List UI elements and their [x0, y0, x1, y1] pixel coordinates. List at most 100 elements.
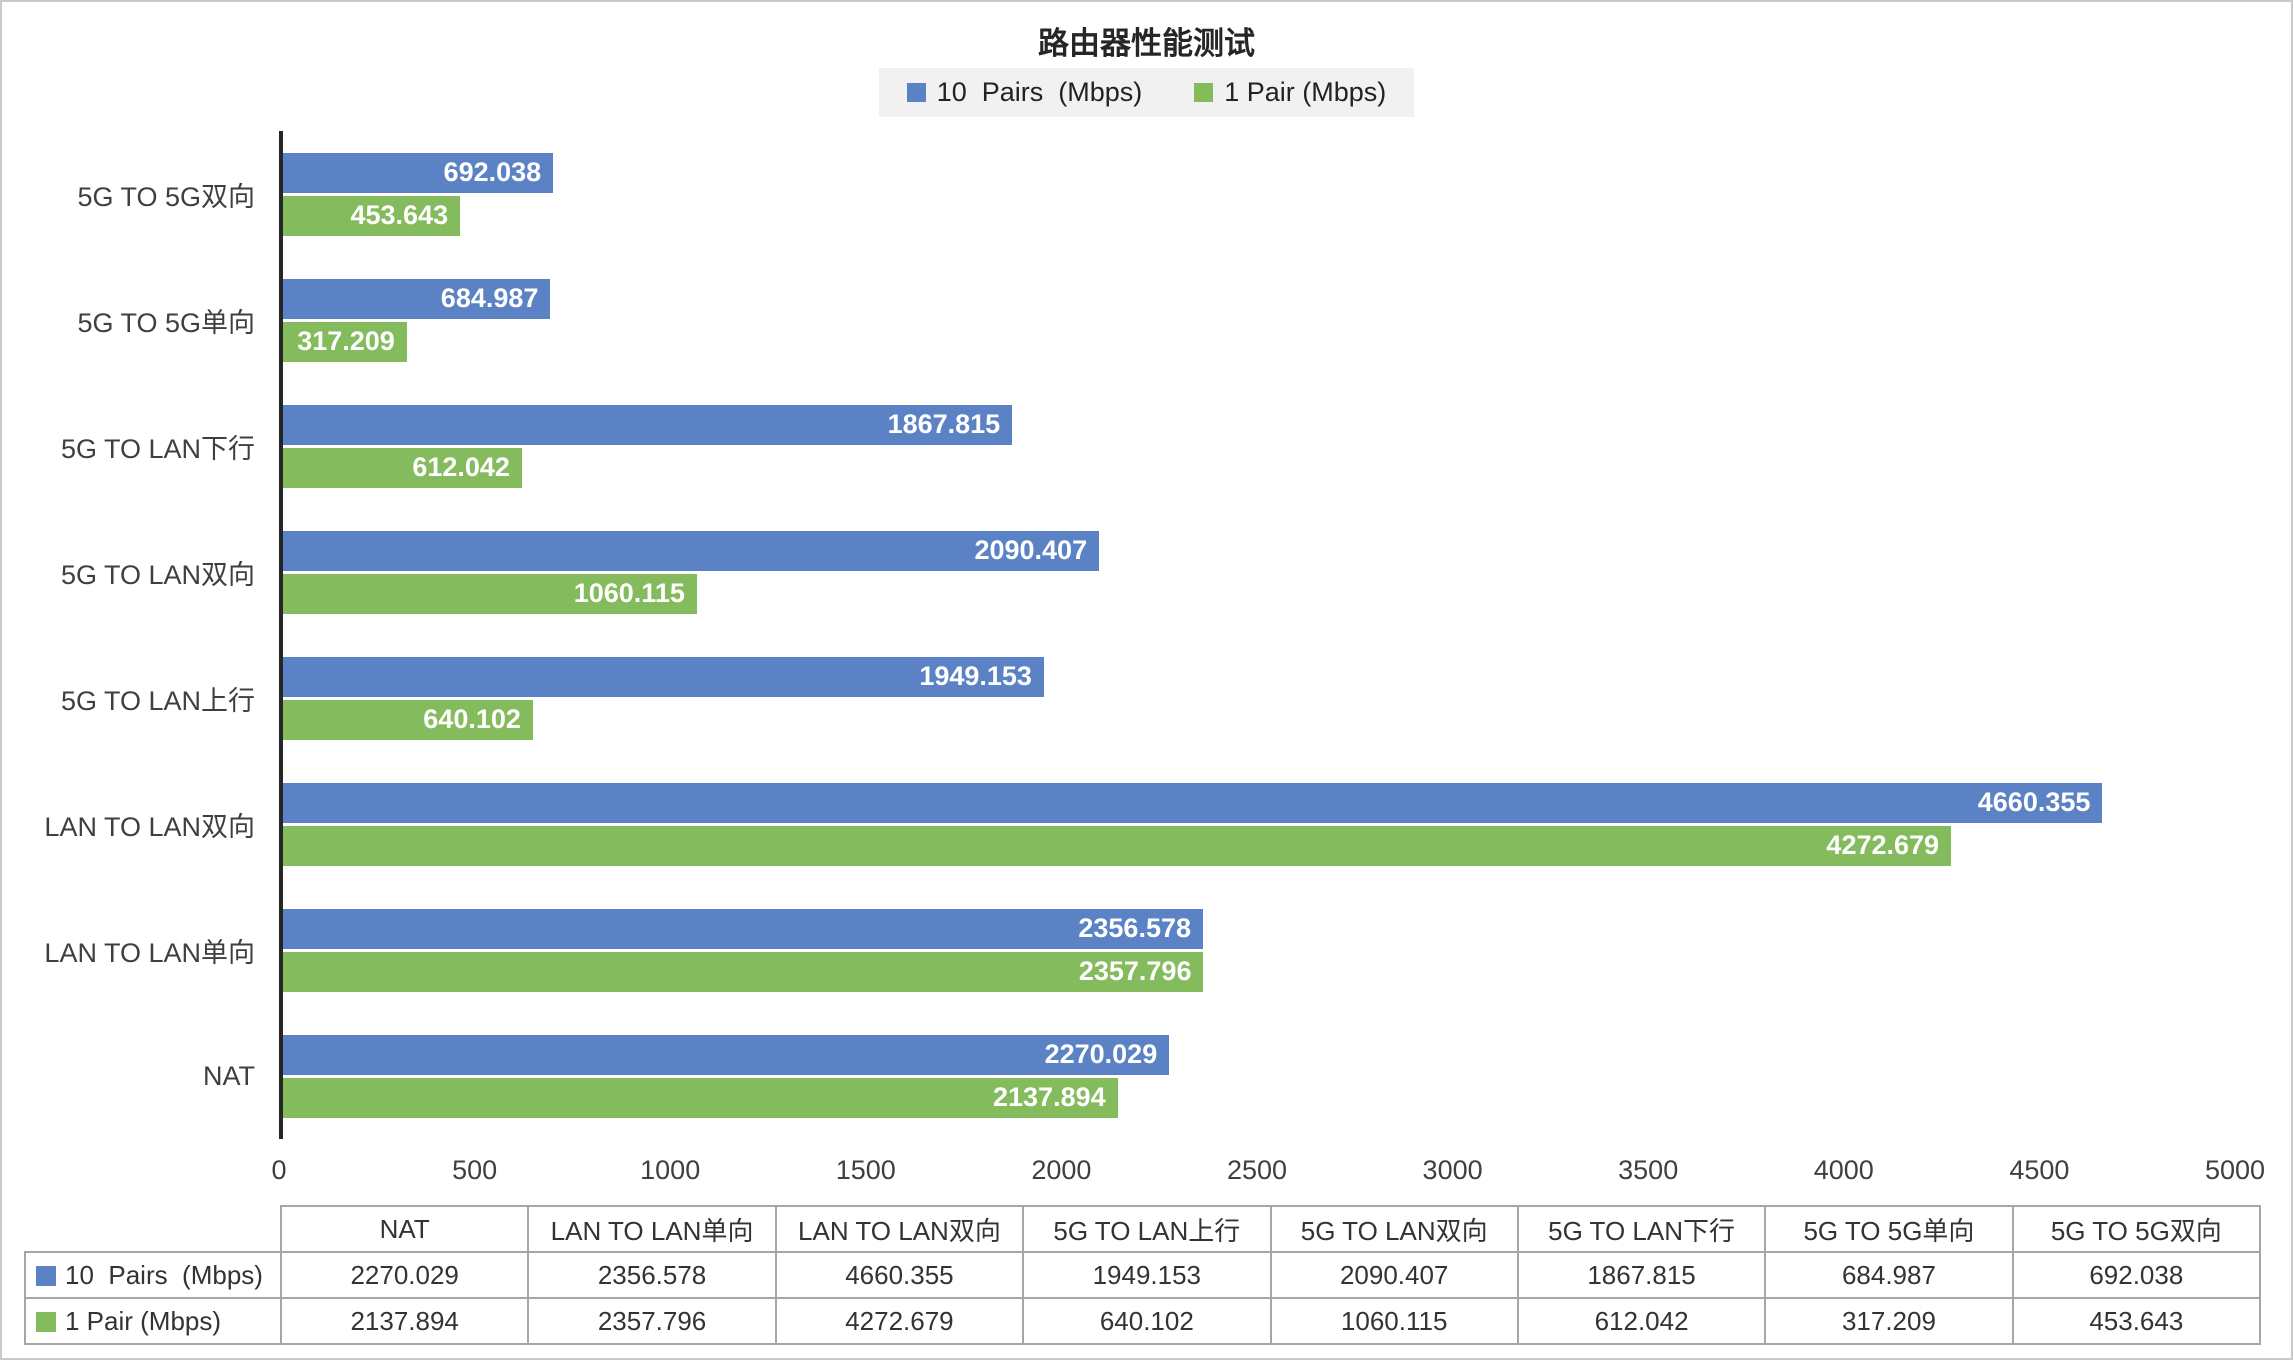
category-bars: 692.038 453.643	[279, 131, 2235, 257]
table-value-cell: 684.987	[1764, 1251, 2014, 1299]
legend-item: 1 Pair (Mbps)	[1194, 77, 1386, 108]
table-value-cell: 4272.679	[774, 1297, 1025, 1345]
bar-data-label: 612.042	[412, 452, 510, 482]
bar-10-pairs: 2270.029	[283, 1034, 1170, 1075]
legend: 10 Pairs (Mbps) 1 Pair (Mbps)	[2, 68, 2291, 117]
bar-data-label: 692.038	[443, 157, 542, 187]
bar-data-label: 1949.153	[919, 661, 1032, 691]
table-column-header: LAN TO LAN单向	[527, 1205, 777, 1253]
table-value-cell: 2356.578	[527, 1251, 777, 1299]
legend-box: 10 Pairs (Mbps) 1 Pair (Mbps)	[878, 68, 1415, 117]
table-column-header: 5G TO LAN双向	[1269, 1205, 1519, 1253]
bar-data-label: 4660.355	[1977, 787, 2091, 817]
bar-data-label: 317.209	[297, 326, 395, 356]
legend-swatch-icon	[1194, 83, 1214, 102]
x-tick-label: 500	[452, 1155, 498, 1185]
x-tick-label: 3000	[1422, 1155, 1483, 1185]
bar-10-pairs: 4660.355	[283, 782, 2103, 823]
table-header-row: NAT LAN TO LAN单向 LAN TO LAN双向 5G TO LAN上行 5G…	[25, 1205, 2262, 1253]
table-value-cell: 2270.029	[279, 1251, 530, 1299]
bar-1-pair: 453.643	[283, 195, 461, 236]
table-row: 1 Pair (Mbps) 2137.894 2357.796 4272.679 640…	[24, 1297, 2262, 1345]
plot-area: 5G TO 5G双向 692.038 453.643 5G TO 5G单向 684.98…	[2, 131, 2235, 1139]
legend-label: 1 Pair (Mbps)	[1224, 77, 1387, 107]
table-value-cell: 692.038	[2011, 1251, 2262, 1299]
table-value-cell: 2137.894	[279, 1297, 530, 1345]
bar-data-label: 1060.115	[573, 578, 685, 608]
legend-label: 10 Pairs (Mbps)	[936, 77, 1143, 107]
table-value-cell: 1060.115	[1269, 1297, 1519, 1345]
category-bars: 2356.578 2357.796	[279, 887, 2235, 1013]
category-row: LAN TO LAN单向 2356.578 2357.796	[2, 887, 2235, 1013]
category-row: 5G TO LAN上行 1949.153 640.102	[2, 635, 2235, 761]
x-tick-label: 4000	[1813, 1155, 1874, 1185]
category-row: NAT 2270.029 2137.894	[2, 1013, 2235, 1139]
legend-item: 10 Pairs (Mbps)	[906, 77, 1143, 108]
bar-data-label: 1867.815	[887, 409, 1001, 439]
category-row: 5G TO LAN双向 2090.407 1060.115	[2, 509, 2235, 635]
category-row: 5G TO 5G单向 684.987 317.209	[2, 257, 2235, 383]
category-label: 5G TO 5G双向	[77, 181, 255, 212]
chart-title: 路由器性能测试	[1038, 26, 1255, 61]
x-tick-label: 2000	[1031, 1155, 1092, 1185]
table-column-header: 5G TO 5G单向	[1764, 1205, 2014, 1253]
table-value-cell: 4660.355	[774, 1251, 1025, 1299]
table-column-header: LAN TO LAN双向	[774, 1205, 1025, 1253]
bar-data-label: 2357.796	[1078, 956, 1192, 986]
table-value-cell: 2357.796	[527, 1297, 777, 1345]
table-value-cell: 612.042	[1516, 1297, 1767, 1345]
table-row: 10 Pairs (Mbps) 2270.029 2356.578 4660.355 1…	[24, 1251, 2262, 1299]
category-bars: 1867.815 612.042	[279, 383, 2235, 509]
category-bars: 2270.029 2137.894	[279, 1013, 2235, 1139]
bar-data-label: 2356.578	[1078, 913, 1191, 943]
table-column-header: 5G TO 5G双向	[2011, 1205, 2262, 1253]
bar-10-pairs: 692.038	[283, 152, 554, 193]
table-value-cell: 1867.815	[1516, 1251, 1767, 1299]
bar-1-pair: 1060.115	[283, 573, 697, 614]
bar-1-pair: 640.102	[283, 699, 533, 740]
category-bars: 4660.355 4272.679	[279, 761, 2235, 887]
bar-10-pairs: 1949.153	[283, 656, 1044, 697]
bar-data-label: 2270.029	[1044, 1039, 1158, 1069]
category-label: 5G TO LAN下行	[60, 433, 255, 464]
bar-10-pairs: 1867.815	[283, 404, 1013, 445]
category-row: LAN TO LAN双向 4660.355 4272.679	[2, 761, 2235, 887]
bar-1-pair: 612.042	[283, 447, 522, 488]
category-bars: 2090.407 1060.115	[279, 509, 2235, 635]
category-bars: 1949.153 640.102	[279, 635, 2235, 761]
bar-1-pair: 317.209	[283, 321, 407, 362]
table-column-header: 5G TO LAN下行	[1516, 1205, 1767, 1253]
table-value-cell: 2090.407	[1269, 1251, 1519, 1299]
category-label: 5G TO 5G单向	[77, 307, 255, 338]
bar-data-label: 640.102	[423, 704, 521, 734]
table-corner-cell	[25, 1206, 281, 1252]
bar-data-label: 4272.679	[1826, 830, 1940, 860]
x-tick-label: 1000	[640, 1155, 701, 1185]
category-label: LAN TO LAN双向	[44, 811, 255, 842]
table-value-cell: 453.643	[2011, 1297, 2262, 1345]
bar-data-label: 684.987	[440, 283, 539, 313]
series-name-label: 10 Pairs (Mbps)	[65, 1259, 263, 1290]
bar-1-pair: 4272.679	[283, 825, 1952, 866]
table-value-cell: 317.209	[1764, 1297, 2014, 1345]
bar-10-pairs: 2090.407	[283, 530, 1100, 571]
bar-10-pairs: 684.987	[283, 278, 551, 319]
category-label: NAT	[203, 1060, 255, 1091]
x-tick-label: 0	[271, 1155, 287, 1185]
bar-data-label: 2137.894	[993, 1082, 1106, 1112]
series-key-icon	[36, 1311, 56, 1332]
category-label: 5G TO LAN上行	[60, 685, 255, 716]
x-tick-label: 1500	[835, 1155, 896, 1185]
series-key-icon	[36, 1265, 56, 1286]
table-series-cell: 10 Pairs (Mbps)	[24, 1251, 282, 1299]
category-row: 5G TO 5G双向 692.038 453.643	[2, 131, 2235, 257]
category-label: 5G TO LAN双向	[60, 559, 255, 590]
table-value-cell: 1949.153	[1022, 1251, 1272, 1299]
x-tick-label: 5000	[2204, 1155, 2266, 1185]
legend-swatch-icon	[906, 83, 926, 102]
category-row: 5G TO LAN下行 1867.815 612.042	[2, 383, 2235, 509]
table-value-cell: 640.102	[1022, 1297, 1272, 1345]
table-series-cell: 1 Pair (Mbps)	[24, 1297, 282, 1345]
series-name-label: 1 Pair (Mbps)	[65, 1305, 222, 1336]
bar-10-pairs: 2356.578	[283, 908, 1203, 949]
